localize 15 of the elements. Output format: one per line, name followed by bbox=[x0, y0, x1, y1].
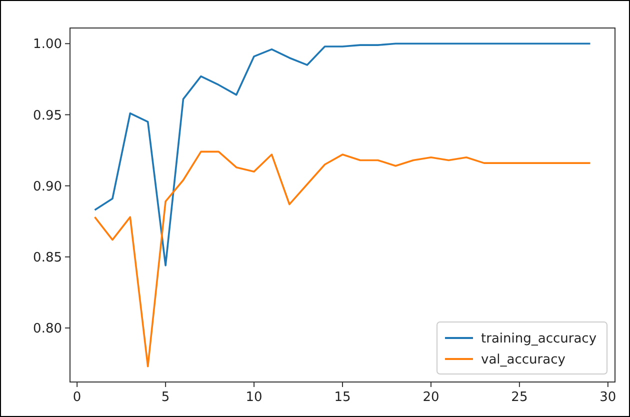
y-tick-label: 0.85 bbox=[33, 250, 62, 266]
legend-label: training_accuracy bbox=[481, 332, 597, 347]
legend-label: val_accuracy bbox=[481, 352, 566, 368]
x-tick-label: 15 bbox=[334, 390, 351, 405]
y-tick-label: 1.00 bbox=[33, 37, 62, 52]
line-series bbox=[94, 42, 592, 266]
x-tick-label: 30 bbox=[600, 390, 616, 405]
x-tick-label: 20 bbox=[422, 390, 440, 405]
y-tick-label: 0.80 bbox=[33, 322, 62, 337]
x-tick-label: 25 bbox=[511, 390, 528, 405]
x-tick-label: 0 bbox=[72, 390, 82, 405]
y-tick-label: 0.95 bbox=[33, 108, 62, 124]
y-tick-label: 0.90 bbox=[33, 179, 62, 194]
x-tick-label: 10 bbox=[246, 390, 262, 405]
x-tick-label: 5 bbox=[161, 390, 170, 405]
